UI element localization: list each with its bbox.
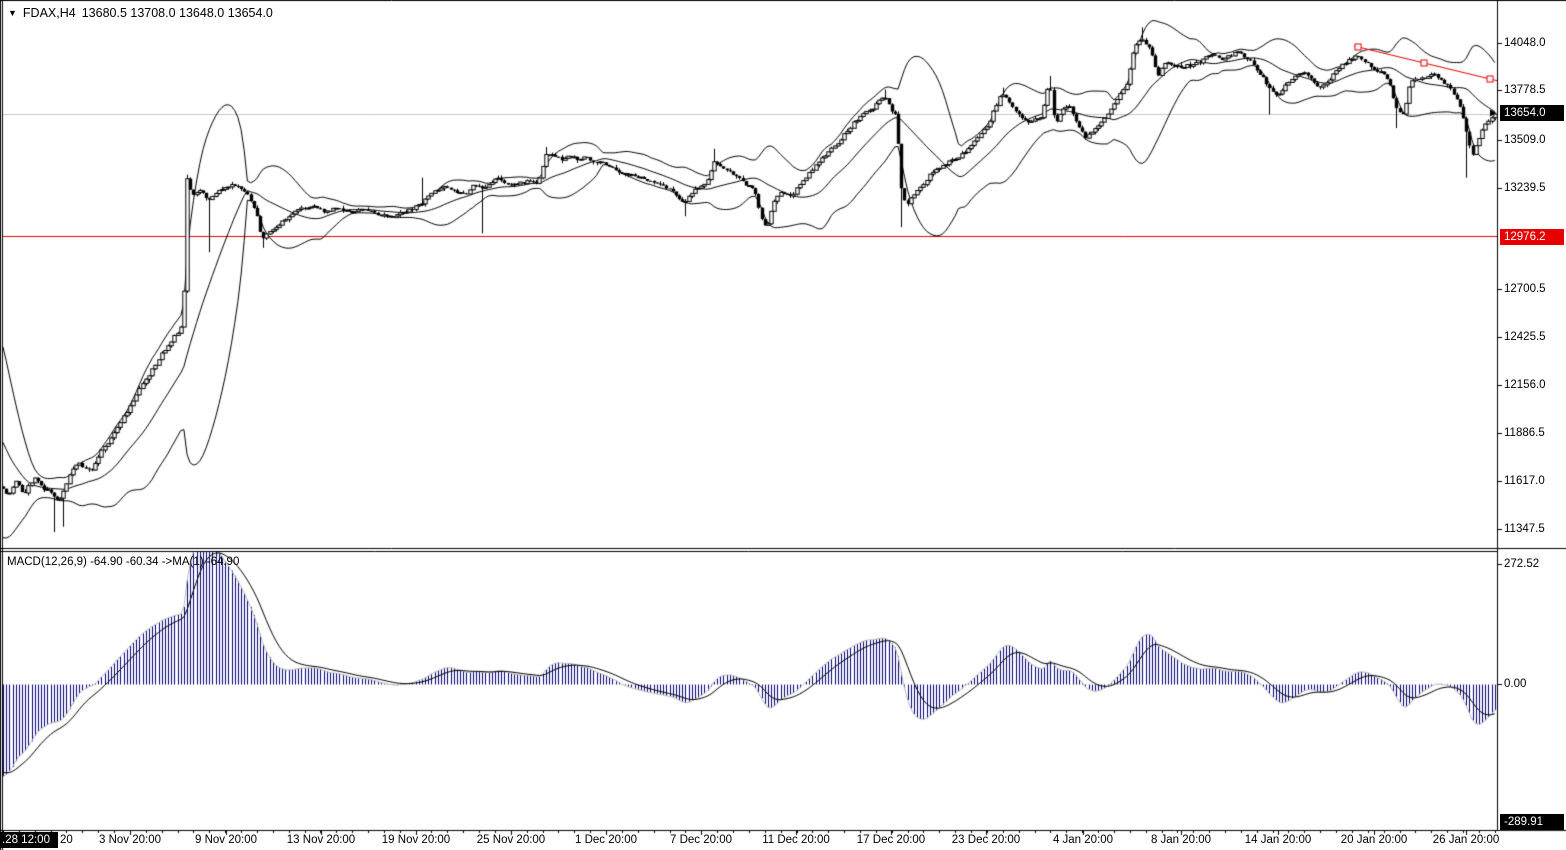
time-tick-label: 3 Nov 20:00 (98, 834, 162, 846)
symbol-dropdown-icon[interactable]: ▼ (8, 7, 17, 18)
price-tick-label: 12700.5 (1504, 283, 1546, 295)
macd-tick-label: 272.52 (1504, 558, 1540, 570)
current-price-label: 13654.0 (1500, 105, 1564, 121)
time-tick-label: 26 Jan 20:00 (1432, 834, 1500, 846)
time-tick-label: 4 Jan 20:00 (1052, 834, 1114, 846)
price-tick-label: 12156.0 (1504, 379, 1546, 391)
time-tick-label: 14 Jan 20:00 (1244, 834, 1312, 846)
price-tick-label: 11886.5 (1504, 427, 1545, 439)
symbol-label: FDAX,H4 (22, 6, 76, 20)
ohlc-values: 13680.5 13708.0 13648.0 13654.0 (81, 6, 273, 20)
time-tick-label: 1 Dec 20:00 (574, 834, 638, 846)
macd-tick-label: 0.00 (1504, 678, 1527, 690)
time-tick-label: 7 Dec 20:00 (669, 834, 733, 846)
macd-header: MACD(12,26,9) -64.90 -60.34 ->MA(1) -64.… (7, 556, 240, 568)
price-tick-label: 12425.5 (1504, 331, 1546, 343)
price-tick-label: 13509.0 (1504, 134, 1546, 146)
price-tick-label: 13778.5 (1504, 84, 1546, 96)
time-crosshair-label: .28 12:00 (0, 832, 58, 848)
time-tick-label: 8 Jan 20:00 (1150, 834, 1212, 846)
macd-crosshair-label: -289.91 (1500, 814, 1564, 830)
price-tick-label: 11617.0 (1504, 475, 1545, 487)
time-tick-label: 20 Jan 20:00 (1340, 834, 1408, 846)
time-tick-label: 17 Dec 20:00 (856, 834, 926, 846)
time-tick-label: 19 Nov 20:00 (381, 834, 451, 846)
price-tick-label: 14048.0 (1504, 37, 1546, 49)
time-tick-label: 9 Nov 20:00 (194, 834, 258, 846)
price-tick-label: 11347.5 (1504, 523, 1545, 535)
price-tick-label: 13239.5 (1504, 182, 1546, 194)
time-tick-label: 11 Dec 20:00 (762, 834, 830, 846)
symbol-header: ▼ FDAX,H4 13680.5 13708.0 13648.0 13654.… (8, 6, 273, 20)
partial-time-label: 20 (60, 834, 73, 846)
time-tick-label: 25 Nov 20:00 (476, 834, 546, 846)
red-level-label: 12976.2 (1500, 229, 1564, 245)
time-tick-label: 23 Dec 20:00 (951, 834, 1021, 846)
time-tick-label: 13 Nov 20:00 (286, 834, 356, 846)
